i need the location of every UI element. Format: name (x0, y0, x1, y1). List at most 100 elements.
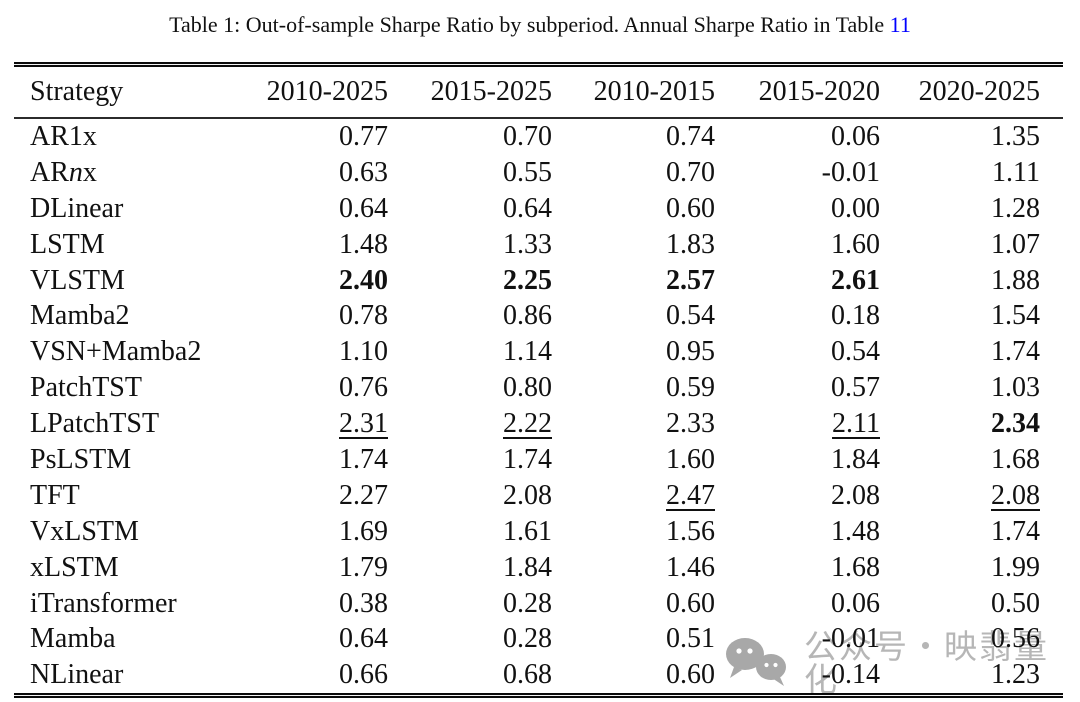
value-cell: 0.60 (666, 192, 715, 224)
value-cell: 0.60 (666, 587, 715, 619)
value-cell: 2.34 (991, 408, 1040, 440)
value-cell: 0.54 (666, 300, 715, 332)
strategy-cell: Mamba (30, 623, 116, 655)
caption-text: Table 1: Out-of-sample Sharpe Ratio by s… (169, 12, 890, 37)
value-cell: 0.60 (666, 659, 715, 691)
table-row: VLSTM 2.40 2.25 2.57 2.61 1.88 (14, 263, 1063, 299)
value-cell: 2.27 (339, 479, 388, 511)
table-caption: Table 1: Out-of-sample Sharpe Ratio by s… (0, 12, 1080, 38)
value-cell: 1.74 (991, 336, 1040, 368)
table-row: AR1x 0.77 0.70 0.74 0.06 1.35 (14, 119, 1063, 155)
value-cell: 0.74 (666, 120, 715, 152)
value-cell: 0.64 (503, 192, 552, 224)
strategy-cell: PatchTST (30, 372, 142, 404)
value-cell: 0.00 (831, 192, 880, 224)
value-cell: 1.48 (339, 228, 388, 260)
value-cell: 2.08 (991, 479, 1040, 511)
header-row: Strategy 2010-2025 2015-2025 2010-2015 2… (14, 67, 1063, 117)
value-cell: 1.46 (666, 551, 715, 583)
strategy-cell: iTransformer (30, 587, 177, 619)
value-cell: 2.22 (503, 408, 552, 440)
strategy-cell: TFT (30, 479, 80, 511)
value-cell: 0.64 (339, 623, 388, 655)
value-cell: 2.08 (503, 479, 552, 511)
value-cell: 2.33 (666, 408, 715, 440)
value-cell: 1.48 (831, 515, 880, 547)
value-cell: 1.54 (991, 300, 1040, 332)
value-cell: -0.01 (821, 623, 880, 655)
sharpe-ratio-table: Strategy 2010-2025 2015-2025 2010-2015 2… (14, 62, 1063, 699)
value-cell: 1.88 (991, 264, 1040, 296)
value-cell: 0.28 (503, 623, 552, 655)
value-cell: 2.40 (339, 264, 388, 296)
value-cell: 0.70 (503, 120, 552, 152)
header-2015-2020: 2015-2020 (758, 76, 880, 107)
value-cell: 1.74 (503, 443, 552, 475)
table-row: LPatchTST 2.31 2.22 2.33 2.11 2.34 (14, 406, 1063, 442)
value-cell: 2.25 (503, 264, 552, 296)
value-cell: 1.83 (666, 228, 715, 260)
table-row: TFT 2.27 2.08 2.47 2.08 2.08 (14, 478, 1063, 514)
value-cell: 0.28 (503, 587, 552, 619)
value-cell: 1.61 (503, 515, 552, 547)
table-row: LSTM 1.48 1.33 1.83 1.60 1.07 (14, 227, 1063, 263)
value-cell: 2.57 (666, 264, 715, 296)
value-cell: 1.74 (991, 515, 1040, 547)
value-cell: 0.06 (831, 120, 880, 152)
header-rule (14, 117, 1063, 119)
value-cell: 0.38 (339, 587, 388, 619)
value-cell: 2.08 (831, 479, 880, 511)
value-cell: 1.33 (503, 228, 552, 260)
strategy-cell: xLSTM (30, 551, 119, 583)
value-cell: 0.77 (339, 120, 388, 152)
strategy-cell: VSN+Mamba2 (30, 336, 202, 368)
value-cell: 2.31 (339, 408, 388, 440)
header-2020-2025: 2020-2025 (918, 76, 1040, 107)
value-cell: 0.78 (339, 300, 388, 332)
table-row: xLSTM 1.79 1.84 1.46 1.68 1.99 (14, 550, 1063, 586)
value-cell: 1.35 (991, 120, 1040, 152)
value-cell: 1.74 (339, 443, 388, 475)
table-row: Mamba2 0.78 0.86 0.54 0.18 1.54 (14, 298, 1063, 334)
value-cell: 1.60 (666, 443, 715, 475)
strategy-cell: LPatchTST (30, 408, 160, 440)
value-cell: 1.68 (831, 551, 880, 583)
bottom-rule (14, 693, 1063, 699)
table-row: VxLSTM 1.69 1.61 1.56 1.48 1.74 (14, 514, 1063, 550)
value-cell: 1.10 (339, 336, 388, 368)
strategy-cell: NLinear (30, 659, 124, 691)
value-cell: 0.56 (991, 623, 1040, 655)
table-header: Strategy 2010-2025 2015-2025 2010-2015 2… (14, 67, 1063, 117)
table-11-link[interactable]: 11 (889, 12, 911, 37)
strategy-cell: LSTM (30, 228, 105, 260)
value-cell: 1.23 (991, 659, 1040, 691)
value-cell: 2.11 (832, 408, 880, 440)
strategy-cell: DLinear (30, 192, 124, 224)
strategy-cell: AR1x (30, 120, 97, 152)
value-cell: 0.80 (503, 372, 552, 404)
value-cell: 1.03 (991, 372, 1040, 404)
table-row: ARnx 0.63 0.55 0.70 -0.01 1.11 (14, 155, 1063, 191)
value-cell: 1.69 (339, 515, 388, 547)
header-2015-2025: 2015-2025 (430, 76, 552, 107)
value-cell: 1.60 (831, 228, 880, 260)
table-body: AR1x 0.77 0.70 0.74 0.06 1.35 ARnx 0.63 0.55 0.70… (14, 119, 1063, 693)
value-cell: 0.70 (666, 156, 715, 188)
value-cell: 0.59 (666, 372, 715, 404)
value-cell: 0.63 (339, 156, 388, 188)
value-cell: 0.55 (503, 156, 552, 188)
value-cell: -0.14 (821, 659, 880, 691)
table-row: VSN+Mamba2 1.10 1.14 0.95 0.54 1.74 (14, 334, 1063, 370)
table-row: iTransformer 0.38 0.28 0.60 0.06 0.50 (14, 586, 1063, 622)
value-cell: 0.86 (503, 300, 552, 332)
table-row: Mamba 0.64 0.28 0.51 -0.01 0.56 (14, 621, 1063, 657)
value-cell: 1.11 (992, 156, 1040, 188)
strategy-cell: VLSTM (30, 264, 125, 296)
value-cell: 1.07 (991, 228, 1040, 260)
top-rule (14, 62, 1063, 67)
value-cell: 1.99 (991, 551, 1040, 583)
value-cell: 1.56 (666, 515, 715, 547)
header-2010-2015: 2010-2015 (593, 76, 715, 107)
value-cell: 1.84 (831, 443, 880, 475)
header-strategy: Strategy (30, 76, 124, 107)
